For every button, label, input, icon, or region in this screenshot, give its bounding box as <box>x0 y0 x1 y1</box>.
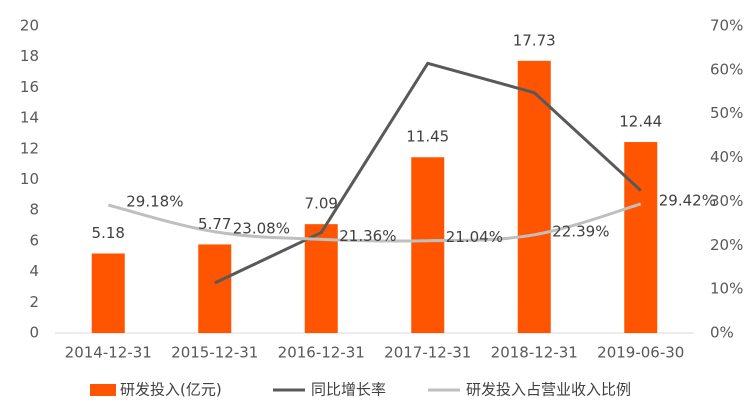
y-left-tick-label: 12 <box>20 139 39 157</box>
bar-data-label: 7.09 <box>305 195 338 213</box>
x-tick-label: 2015-12-31 <box>171 344 258 362</box>
y-right-tick-label: 0% <box>710 324 734 342</box>
ratio-data-label: 21.36% <box>339 227 396 245</box>
y-left-tick-label: 6 <box>29 231 39 249</box>
bar-data-label: 5.18 <box>92 224 125 242</box>
ratio-data-label: 21.04% <box>446 228 503 246</box>
legend-label: 研发投入占营业收入比例 <box>466 381 631 399</box>
ratio-data-label: 23.08% <box>233 219 290 237</box>
y-right-tick-label: 60% <box>710 60 743 78</box>
y-right-tick-label: 70% <box>710 17 743 35</box>
bar <box>304 224 338 333</box>
ratio-data-label: 29.42% <box>659 191 716 209</box>
y-left-tick-label: 10 <box>20 170 39 188</box>
bar <box>624 142 658 333</box>
bar <box>411 157 445 333</box>
x-tick-label: 2017-12-31 <box>384 344 471 362</box>
y-left-tick-label: 8 <box>29 201 39 219</box>
x-tick-label: 2018-12-31 <box>491 344 578 362</box>
y-right-tick-label: 30% <box>710 192 743 210</box>
bar <box>198 244 232 333</box>
y-left-tick-label: 2 <box>29 293 39 311</box>
series-line-growth-rate <box>214 61 642 285</box>
y-left-tick-label: 18 <box>20 47 39 65</box>
bar <box>517 60 551 333</box>
y-right-tick-label: 40% <box>710 148 743 166</box>
y-right-tick-label: 20% <box>710 236 743 254</box>
bar-data-label: 11.45 <box>406 128 449 146</box>
legend-label: 同比增长率 <box>311 381 386 399</box>
x-tick-label: 2016-12-31 <box>278 344 365 362</box>
legend-label: 研发投入(亿元) <box>120 381 222 399</box>
y-left-tick-label: 20 <box>20 17 39 35</box>
y-left-tick-label: 4 <box>29 262 39 280</box>
bar-data-label: 12.44 <box>619 113 662 131</box>
y-right-tick-label: 10% <box>710 280 743 298</box>
bar <box>91 253 125 333</box>
x-tick-label: 2019-06-30 <box>597 344 684 362</box>
bar-data-label: 5.77 <box>198 215 231 233</box>
y-left-tick-label: 16 <box>20 78 39 96</box>
x-tick-label: 2014-12-31 <box>65 344 152 362</box>
bar-data-label: 17.73 <box>513 31 556 49</box>
ratio-data-label: 29.18% <box>126 193 183 211</box>
y-right-tick-label: 50% <box>710 104 743 122</box>
legend-swatch-bar <box>90 384 116 396</box>
series-line-rd-ratio <box>107 202 642 243</box>
y-left-tick-label: 14 <box>20 109 39 127</box>
ratio-data-label: 22.39% <box>552 222 609 240</box>
y-left-tick-label: 0 <box>29 324 39 342</box>
